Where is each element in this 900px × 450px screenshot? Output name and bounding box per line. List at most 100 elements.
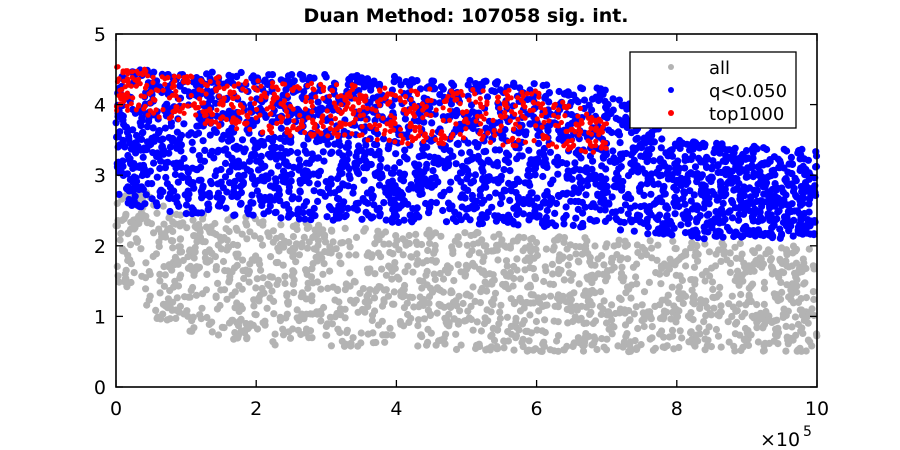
data-point xyxy=(343,326,351,334)
data-point xyxy=(457,149,465,157)
data-point xyxy=(683,208,691,216)
data-point xyxy=(413,260,421,268)
data-point xyxy=(427,86,433,92)
data-point xyxy=(230,104,236,110)
data-point xyxy=(613,251,621,259)
data-point xyxy=(370,77,378,85)
data-point xyxy=(806,186,814,195)
data-point xyxy=(424,246,432,255)
data-point xyxy=(297,112,303,118)
data-point xyxy=(738,313,746,321)
data-point xyxy=(374,227,382,235)
data-point xyxy=(564,133,572,141)
data-point xyxy=(675,343,683,352)
x-tick-label: 2 xyxy=(250,398,262,420)
data-point xyxy=(719,199,727,207)
data-point xyxy=(137,245,145,253)
data-point xyxy=(187,286,195,294)
data-point xyxy=(777,278,785,286)
data-point xyxy=(659,343,667,351)
data-point xyxy=(695,324,703,332)
data-point xyxy=(374,126,380,132)
data-point xyxy=(518,97,525,103)
data-point xyxy=(562,113,568,119)
data-point xyxy=(711,145,719,153)
data-point xyxy=(458,162,467,170)
data-point xyxy=(253,115,259,121)
data-point xyxy=(390,288,398,296)
data-point xyxy=(429,167,437,175)
data-point xyxy=(472,91,478,97)
data-point xyxy=(691,276,699,284)
data-point xyxy=(347,339,355,347)
data-point xyxy=(320,113,326,119)
data-point xyxy=(204,258,212,266)
data-point xyxy=(150,159,158,167)
data-point xyxy=(654,241,662,249)
data-point xyxy=(689,170,697,178)
data-point xyxy=(323,320,332,328)
data-point xyxy=(402,93,409,100)
data-point xyxy=(300,202,308,210)
data-point xyxy=(646,335,654,343)
data-point xyxy=(643,218,651,226)
data-point xyxy=(717,302,725,310)
data-point xyxy=(364,105,370,111)
data-point xyxy=(161,124,169,132)
data-point xyxy=(332,116,338,122)
data-point xyxy=(380,199,388,207)
data-point xyxy=(809,288,818,296)
data-point xyxy=(541,199,549,207)
data-point xyxy=(587,308,595,316)
data-point xyxy=(224,243,232,251)
data-point xyxy=(155,242,163,251)
data-point xyxy=(485,193,493,201)
data-point xyxy=(113,262,121,270)
data-point xyxy=(217,286,225,294)
data-point xyxy=(457,341,465,349)
data-point xyxy=(773,316,781,324)
data-point xyxy=(614,241,622,249)
data-point xyxy=(264,280,272,288)
data-point xyxy=(497,105,503,111)
data-point xyxy=(203,70,211,78)
data-point xyxy=(118,92,124,98)
data-point xyxy=(375,204,383,212)
data-point xyxy=(547,180,555,188)
data-point xyxy=(441,314,449,322)
data-point xyxy=(473,118,479,124)
data-point xyxy=(317,285,325,293)
x-tick-label: 4 xyxy=(390,398,402,420)
data-point xyxy=(166,143,174,151)
data-point xyxy=(782,222,791,230)
data-point xyxy=(428,77,436,85)
data-point xyxy=(794,320,803,328)
data-point xyxy=(314,180,322,188)
data-point xyxy=(259,197,267,206)
data-point xyxy=(199,137,207,145)
data-point xyxy=(572,128,578,135)
data-point xyxy=(520,93,526,99)
data-point xyxy=(322,73,330,81)
data-point xyxy=(337,206,346,214)
data-point xyxy=(599,188,608,196)
data-point xyxy=(355,142,363,150)
data-point xyxy=(732,163,740,171)
data-point xyxy=(235,172,243,180)
series-all xyxy=(112,185,821,356)
data-point xyxy=(491,128,497,134)
data-point xyxy=(173,256,181,264)
data-point xyxy=(464,186,472,194)
data-point xyxy=(799,222,807,230)
data-point xyxy=(463,116,469,122)
data-point xyxy=(145,268,153,276)
series-top1000 xyxy=(113,64,610,155)
data-point xyxy=(367,253,376,261)
data-point xyxy=(241,145,249,153)
data-point xyxy=(650,157,658,165)
data-point xyxy=(771,180,779,188)
data-point xyxy=(712,325,721,334)
data-point xyxy=(235,81,241,87)
data-point xyxy=(159,188,167,196)
data-point xyxy=(567,197,575,205)
